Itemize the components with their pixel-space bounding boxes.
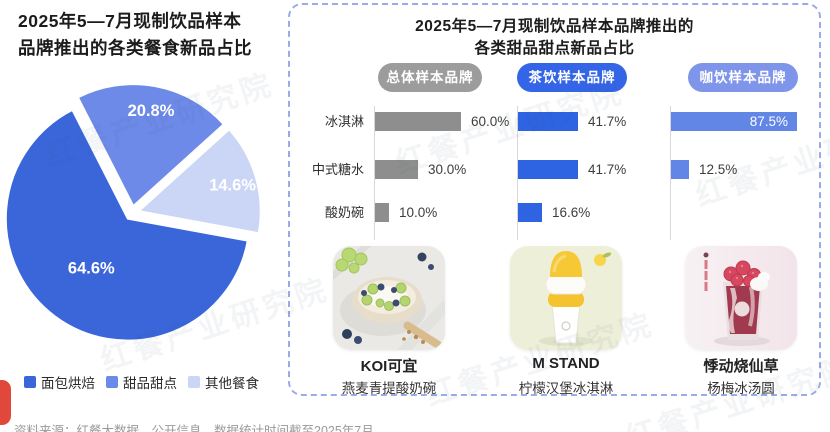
bar-value-label: 41.7%	[588, 162, 627, 177]
legend-item-2: 甜品甜点	[106, 372, 177, 392]
product-name-2: 柠檬汉堡冰淇淋	[518, 381, 614, 396]
product-brand-3: 悸动烧仙草	[703, 358, 779, 375]
bar-axis-2	[517, 106, 518, 240]
bar-axis-1	[374, 106, 375, 240]
bar-category-label: 酸奶碗	[324, 205, 364, 220]
bar-茶饮样本品牌-酸奶碗	[518, 203, 542, 222]
source-note: 资料来源：红餐大数据，公开信息，数据统计时间截至2025年7月	[14, 424, 374, 432]
pie-value-label: 64.6%	[68, 260, 115, 278]
legend-swatch	[106, 376, 118, 388]
pie-value-label: 20.8%	[128, 102, 175, 120]
hongcan-logo-watermark	[0, 380, 11, 425]
group-pill-3: 咖饮样本品牌	[688, 63, 798, 92]
legend-swatch	[24, 376, 36, 388]
pie-chart: 20.8% 14.6% 64.6%	[4, 83, 262, 342]
right-panel-title-line2: 各类甜品甜点新品占比	[474, 40, 635, 57]
bar-value-label: 10.0%	[399, 205, 438, 220]
product-name-1: 燕麦青提酸奶碗	[341, 381, 437, 396]
bar-value-label: 41.7%	[588, 114, 627, 129]
bar-总体样本品牌-酸奶碗	[375, 203, 389, 222]
yogurt-bowl-image	[333, 246, 445, 350]
pie-slice-面包烘焙	[4, 108, 249, 342]
product-brand-1: KOI可宜	[360, 358, 418, 375]
legend-label: 甜品甜点	[123, 376, 177, 391]
product-brand-2: M STAND	[532, 355, 600, 372]
bar-axis-3	[670, 106, 671, 240]
product-photo-jidong-bayberry-cup	[685, 246, 797, 350]
right-panel-title-line1: 2025年5—7月现制饮品样本品牌推出的	[415, 18, 694, 35]
pie-legend: 面包烘焙 甜品甜点 其他餐食	[24, 372, 259, 392]
bar-value-label: 30.0%	[428, 162, 467, 177]
icecream-image	[510, 246, 622, 350]
bayberry-cup-image	[685, 246, 797, 350]
bar-总体样本品牌-中式糖水	[375, 160, 418, 179]
left-chart-title-line2: 品牌推出的各类餐食新品占比	[18, 38, 252, 59]
legend-swatch	[188, 376, 200, 388]
pie-value-label: 14.6%	[209, 176, 256, 194]
legend-item-1: 面包烘焙	[24, 372, 95, 392]
pie-slice-其他餐食	[136, 127, 262, 235]
left-chart-title: 2025年5—7月现制饮品样本 品牌推出的各类餐食新品占比	[18, 8, 288, 62]
bar-value-label: 12.5%	[699, 162, 738, 177]
bar-茶饮样本品牌-中式糖水	[518, 160, 578, 179]
bar-总体样本品牌-冰淇淋	[375, 112, 461, 131]
bar-咖饮样本品牌-冰淇淋	[671, 112, 797, 131]
bar-value-label: 87.5%	[749, 114, 788, 129]
dessert-panel: 2025年5—7月现制饮品样本品牌推出的 各类甜品甜点新品占比 冰淇淋中式糖水酸…	[288, 3, 821, 396]
group-pill-2: 茶饮样本品牌	[517, 63, 627, 92]
bar-value-label: 60.0%	[471, 114, 510, 129]
bar-咖饮样本品牌-中式糖水	[671, 160, 689, 179]
product-photo-mstand-icecream	[510, 246, 622, 350]
bar-value-label: 16.6%	[552, 205, 591, 220]
bar-category-label: 中式糖水	[311, 162, 364, 177]
legend-item-3: 其他餐食	[188, 372, 259, 392]
legend-label: 其他餐食	[205, 376, 259, 391]
legend-label: 面包烘焙	[41, 376, 95, 391]
product-photo-koi-yogurt-bowl	[333, 246, 445, 350]
bar-category-label: 冰淇淋	[324, 114, 364, 129]
left-chart-title-line1: 2025年5—7月现制饮品样本	[18, 11, 242, 31]
bar-茶饮样本品牌-冰淇淋	[518, 112, 578, 131]
product-name-3: 杨梅冰汤圆	[707, 381, 775, 396]
group-pill-1: 总体样本品牌	[378, 63, 482, 92]
pie-slice-甜品甜点	[76, 83, 226, 208]
